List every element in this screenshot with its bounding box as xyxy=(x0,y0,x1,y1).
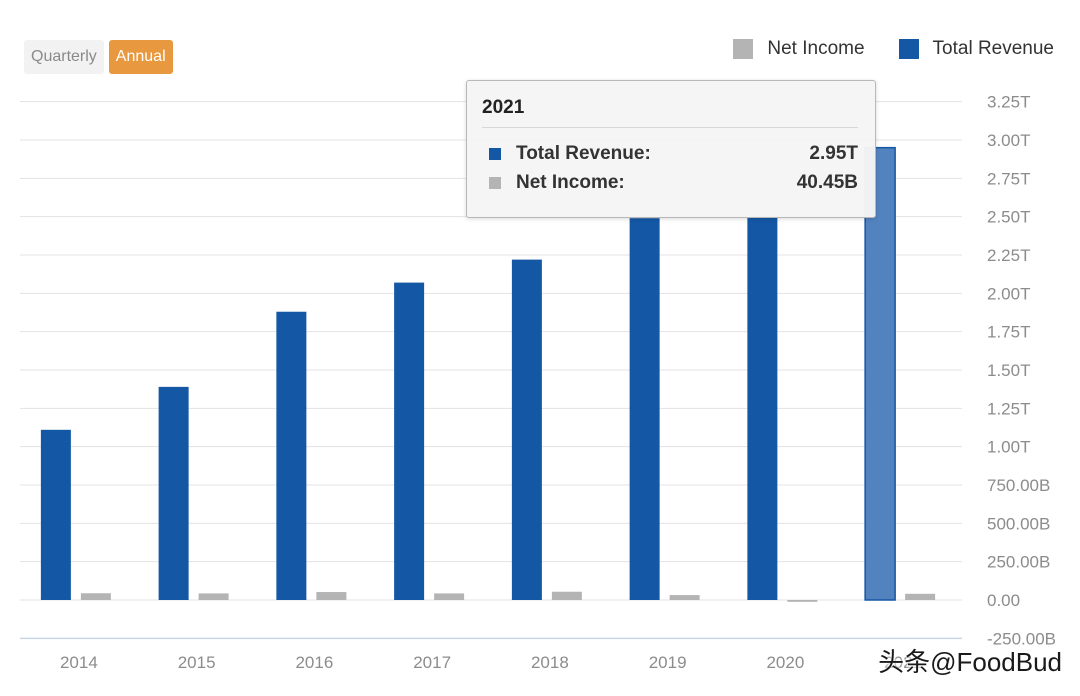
legend-label-total-revenue: Total Revenue xyxy=(932,38,1054,59)
annual-button[interactable]: Annual xyxy=(108,40,173,74)
y-tick-label: 1.00T xyxy=(987,438,1030,457)
legend-item-total-revenue[interactable]: Total Revenue xyxy=(898,38,1054,60)
tooltip-value-total-revenue: 2.95T xyxy=(809,143,858,164)
bar-net-income-2015 xyxy=(198,593,229,600)
y-tick-label: 2.50T xyxy=(987,208,1030,227)
y-tick-label: 500.00B xyxy=(987,514,1050,533)
x-tick-label: 2016 xyxy=(295,653,333,672)
bar-total-revenue-2021 xyxy=(864,146,896,601)
legend-label-net-income: Net Income xyxy=(767,38,865,59)
y-tick-label: 750.00B xyxy=(987,476,1050,495)
x-tick-label: 2015 xyxy=(178,653,216,672)
y-tick-label: 3.25T xyxy=(987,93,1030,112)
bar-net-income-2017 xyxy=(434,593,465,600)
y-tick-label: 1.25T xyxy=(987,399,1030,418)
x-tick-label: 2020 xyxy=(766,653,804,672)
bar-total-revenue-2017 xyxy=(394,282,425,600)
bar-total-revenue-2020 xyxy=(747,216,778,600)
tooltip-swatch-total-revenue xyxy=(489,148,501,160)
bar-total-revenue-2018 xyxy=(511,259,542,600)
bar-net-income-2020 xyxy=(787,600,818,602)
bar-net-income-2014 xyxy=(80,593,111,600)
legend-item-net-income[interactable]: Net Income xyxy=(733,38,865,60)
tooltip-value-net-income: 40.45B xyxy=(796,172,858,193)
tooltip-label-total-revenue: Total Revenue: xyxy=(516,143,651,164)
bar-total-revenue-2019 xyxy=(629,218,660,600)
x-tick-label: 2021 xyxy=(884,653,922,672)
x-tick-label: 2018 xyxy=(531,653,569,672)
legend-swatch-net-income xyxy=(733,39,754,59)
legend-swatch-total-revenue xyxy=(898,39,919,59)
y-tick-label: 2.25T xyxy=(987,246,1030,265)
bar-net-income-2019 xyxy=(669,595,700,600)
bar-net-income-2021 xyxy=(905,593,936,600)
y-tick-label: 0.00 xyxy=(987,591,1020,610)
tooltip: 2021 Total Revenue: 2.95T Net Income: 40… xyxy=(466,80,876,218)
y-tick-label: 3.00T xyxy=(987,131,1030,150)
tooltip-swatch-net-income xyxy=(489,177,501,189)
bar-total-revenue-2015 xyxy=(158,386,189,600)
y-tick-label: 2.00T xyxy=(987,284,1030,303)
bar-total-revenue-2014 xyxy=(40,429,71,600)
x-tick-label: 2014 xyxy=(60,653,98,672)
bar-total-revenue-2016 xyxy=(276,311,307,600)
period-toggle: Quarterly Annual xyxy=(24,40,173,74)
y-tick-label: 250.00B xyxy=(987,553,1050,572)
legend: Net Income Total Revenue xyxy=(699,38,1054,60)
tooltip-title: 2021 xyxy=(482,97,525,118)
y-tick-label: 1.75T xyxy=(987,323,1030,342)
x-tick-label: 2017 xyxy=(413,653,451,672)
y-tick-label: 1.50T xyxy=(987,361,1030,380)
tooltip-row-total-revenue: Total Revenue: 2.95T xyxy=(489,142,858,166)
x-tick-label: 2019 xyxy=(649,653,687,672)
tooltip-divider xyxy=(482,127,858,128)
quarterly-button[interactable]: Quarterly xyxy=(24,40,104,74)
bar-net-income-2018 xyxy=(551,591,582,600)
y-tick-label: 2.75T xyxy=(987,169,1030,188)
tooltip-row-net-income: Net Income: 40.45B xyxy=(489,171,858,195)
watermark: 头条@FoodBud xyxy=(878,647,1062,677)
y-tick-label: -250.00B xyxy=(987,629,1056,648)
bar-net-income-2016 xyxy=(316,592,347,600)
tooltip-label-net-income: Net Income: xyxy=(516,172,625,193)
